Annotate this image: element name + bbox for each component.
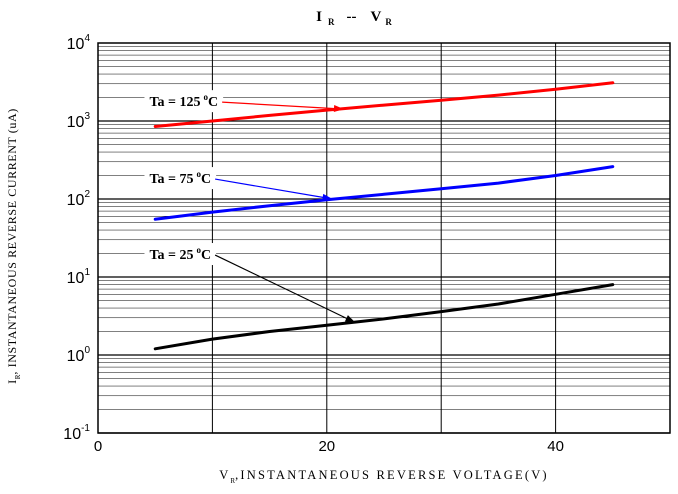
annotation-label: Ta = 25 oC	[149, 245, 211, 263]
annotation-label: Ta = 125 oC	[149, 92, 218, 110]
annotation-2: Ta = 75 oC	[144, 167, 333, 201]
y-tick-label: 101	[67, 267, 91, 287]
annotation-arrow-line	[222, 101, 344, 110]
y-tick-label: 100	[67, 345, 91, 365]
x-tick-labels: 0 20 40	[94, 438, 564, 455]
annotation-arrow-head	[322, 193, 333, 201]
annotation-label-background	[144, 167, 217, 190]
x-tick-label: 20	[318, 438, 335, 455]
annotations: Ta = 125 oC Ta = 75 oC Ta = 25 oC	[144, 90, 356, 324]
plot-frame	[97, 42, 671, 434]
annotation-label-background	[144, 90, 224, 113]
y-axis-label: IR, INSTANTANEOUS REVERSE CURRENT (uA)	[5, 108, 22, 384]
annotation-label-background	[144, 243, 217, 266]
annotation-arrow-line	[214, 254, 356, 324]
y-tick-label: 102	[67, 189, 91, 209]
chart-title: I R -- V R	[316, 9, 392, 27]
annotation-arrow-line	[215, 178, 333, 200]
x-tick-label: 40	[547, 438, 564, 455]
annotation-arrow-head	[333, 105, 344, 113]
y-tick-label: 104	[67, 33, 91, 53]
x-axis-label: VR,INSTANTANEOUS REVERSE VOLTAGE(V)	[219, 468, 549, 485]
series-group	[153, 81, 615, 351]
annotation-1: Ta = 125 oC	[144, 90, 344, 113]
series-line-3	[153, 283, 615, 351]
series-line-1	[153, 81, 615, 128]
annotation-label: Ta = 75 oC	[149, 169, 211, 187]
x-tick-label: 0	[94, 438, 102, 455]
y-tick-labels: 104 103 102 101 100 10-1	[63, 33, 90, 443]
y-tick-label: 10-1	[63, 423, 90, 443]
annotation-arrow-head	[344, 315, 356, 323]
series-line-2	[153, 165, 615, 221]
annotation-3: Ta = 25 oC	[144, 243, 356, 324]
y-tick-label: 103	[67, 111, 91, 131]
